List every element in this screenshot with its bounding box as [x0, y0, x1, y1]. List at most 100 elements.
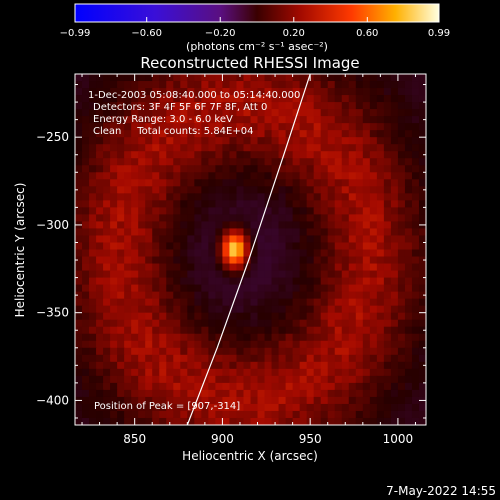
heatmap-cell [264, 249, 273, 258]
heatmap-cell [166, 235, 174, 244]
heatmap-cell [145, 312, 153, 321]
heatmap-cell [411, 354, 420, 363]
heatmap-cell [355, 410, 364, 419]
heatmap-cell [215, 130, 224, 138]
heatmap-cell [327, 270, 336, 279]
heatmap-cell [271, 396, 280, 405]
heatmap-cell [250, 284, 259, 293]
heatmap-cell [292, 137, 301, 145]
heatmap-cell [355, 74, 364, 82]
heatmap-cell [187, 375, 195, 384]
heatmap-cell [306, 116, 315, 124]
heatmap-cell [362, 235, 371, 244]
heatmap-cell [201, 242, 209, 251]
heatmap-cell [82, 228, 90, 237]
heatmap-cell [187, 207, 195, 215]
heatmap-cell [138, 347, 146, 356]
heatmap-cell [313, 130, 322, 138]
heatmap-cell [103, 123, 111, 131]
heatmap-cell [145, 284, 153, 293]
heatmap-cell [222, 361, 231, 370]
info-line-counts: Clean Total counts: 5.84E+04 [93, 126, 253, 137]
heatmap-cell [299, 207, 308, 215]
heatmap-cell [222, 74, 231, 82]
heatmap-cell [306, 389, 315, 398]
heatmap-cell [236, 361, 245, 370]
heatmap-cell [166, 165, 174, 173]
heatmap-cell [229, 137, 238, 145]
heatmap-cell [320, 389, 329, 398]
heatmap-cell [341, 123, 350, 131]
heatmap-cell [152, 144, 160, 152]
heatmap-cell [264, 88, 273, 96]
heatmap-cell [236, 200, 245, 208]
heatmap-cell [299, 354, 308, 363]
heatmap-cell [271, 144, 280, 152]
heatmap-cell [264, 326, 273, 335]
heatmap-cell [110, 144, 118, 152]
heatmap-cell [215, 228, 224, 237]
heatmap-cell [75, 291, 83, 300]
heatmap-cell [264, 354, 273, 363]
heatmap-cell [229, 375, 238, 384]
heatmap-cell [152, 242, 160, 251]
heatmap-cell [299, 361, 308, 370]
heatmap-cell [159, 312, 167, 321]
heatmap-cell [299, 144, 308, 152]
heatmap-cell [243, 172, 252, 180]
heatmap-cell [404, 417, 413, 425]
heatmap-cell [327, 389, 336, 398]
heatmap-cell [243, 165, 252, 173]
heatmap-cell [362, 207, 371, 215]
heatmap-cell [250, 263, 259, 272]
heatmap-cell [320, 417, 329, 425]
heatmap-cell [369, 95, 378, 103]
heatmap-cell [404, 403, 413, 412]
heatmap-cell [362, 221, 371, 230]
heatmap-cell [313, 200, 322, 208]
heatmap-cell [292, 277, 301, 286]
heatmap-cell [299, 228, 308, 237]
heatmap-cell [348, 347, 357, 356]
heatmap-cell [383, 361, 392, 370]
heatmap-cell [222, 200, 231, 208]
heatmap-cell [89, 165, 97, 173]
heatmap-cell [236, 263, 245, 272]
heatmap-cell [229, 88, 238, 96]
heatmap-cell [159, 200, 167, 208]
heatmap-cell [264, 151, 273, 159]
heatmap-cell [243, 417, 252, 425]
heatmap-cell [180, 270, 188, 279]
heatmap-cell [152, 361, 160, 370]
heatmap-cell [320, 95, 329, 103]
heatmap-cell [299, 123, 308, 131]
heatmap-cell [355, 144, 364, 152]
heatmap-cell [327, 235, 336, 244]
heatmap-cell [250, 186, 259, 194]
heatmap-cell [306, 410, 315, 419]
heatmap-cell [313, 333, 322, 342]
heatmap-cell [187, 242, 195, 251]
heatmap-cell [299, 193, 308, 201]
heatmap-cell [362, 277, 371, 286]
heatmap-cell [82, 130, 90, 138]
heatmap-cell [138, 375, 146, 384]
heatmap-cell [215, 151, 224, 159]
heatmap-cell [187, 193, 195, 201]
heatmap-cell [215, 81, 224, 89]
heatmap-cell [362, 319, 371, 328]
heatmap-cell [313, 368, 322, 377]
heatmap-cell [243, 214, 252, 223]
heatmap-cell [215, 186, 224, 194]
heatmap-cell [306, 123, 315, 131]
heatmap-cell [285, 172, 294, 180]
heatmap-cell [208, 158, 216, 166]
heatmap-cell [383, 123, 392, 131]
heatmap-cell [362, 256, 371, 265]
heatmap-cell [131, 123, 139, 131]
heatmap-cell [75, 242, 83, 251]
heatmap-cell [362, 200, 371, 208]
heatmap-cell [173, 256, 181, 265]
heatmap-cell [166, 319, 174, 328]
heatmap-cell [313, 102, 322, 110]
